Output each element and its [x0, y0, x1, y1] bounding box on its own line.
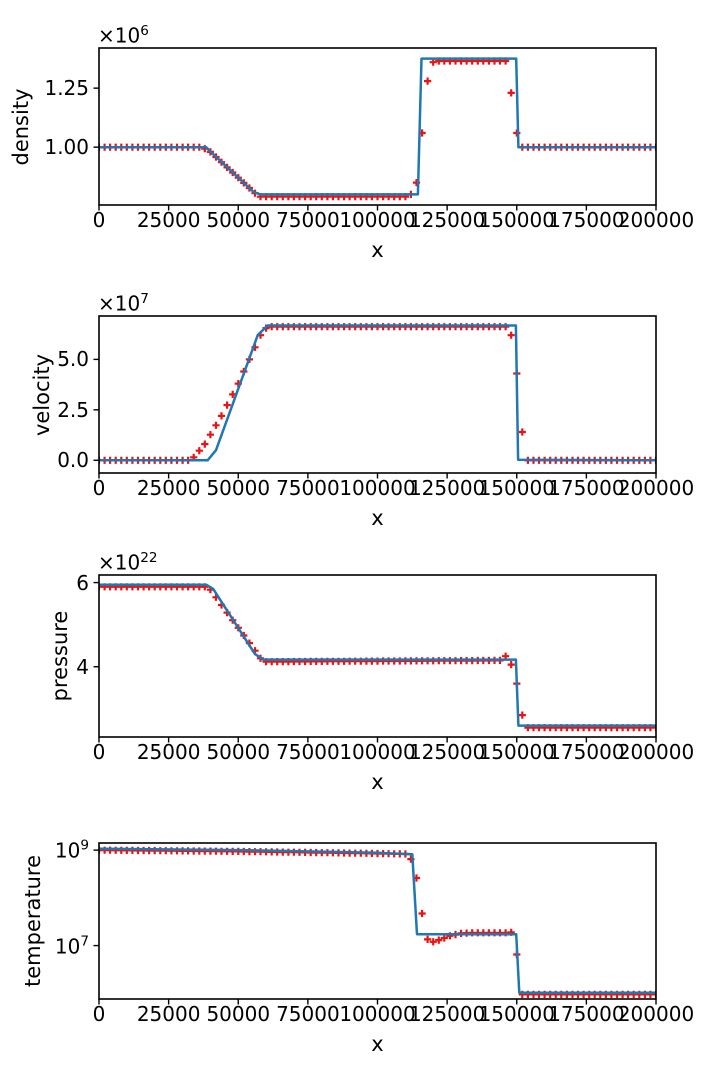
pressure-x-tick-label: 125000	[408, 740, 486, 764]
velocity-y-tick-label: 5.0	[57, 347, 89, 372]
velocity-y-tick-label: 0.0	[57, 448, 89, 473]
velocity-numerical-markers	[99, 323, 656, 464]
velocity-xlabel: x	[371, 506, 384, 530]
temperature-x-tick-label: 125000	[408, 1002, 486, 1026]
temperature-x-tick-label: 175000	[548, 1002, 625, 1026]
density-xlabel: x	[371, 238, 384, 262]
density-x-tick-label: 75000	[276, 208, 340, 232]
temperature-x-tick-label: 25000	[136, 1002, 201, 1026]
density-scale-offset: ×106	[98, 23, 149, 48]
velocity-axes-frame	[98, 315, 657, 474]
velocity-x-tick-label: 25000	[136, 476, 201, 500]
temperature-axes-frame	[98, 842, 657, 1000]
temperature-ylabel: temperature	[21, 855, 45, 987]
density-y-tick-label: 1.00	[44, 135, 89, 160]
temperature-exact-line	[99, 847, 656, 994]
pressure-x-tick-label: 75000	[276, 740, 340, 764]
density-axes-frame	[98, 47, 657, 206]
pressure-xlabel: x	[371, 770, 384, 794]
temperature-y-tick-label: 109	[54, 837, 89, 863]
temperature-x-tick-label: 75000	[276, 1002, 340, 1026]
pressure-exact-line	[99, 583, 656, 727]
pressure-x-tick-label: 100000	[339, 740, 416, 764]
velocity-x-tick-label: 125000	[408, 476, 486, 500]
pressure-x-tick-label: 150000	[478, 740, 555, 764]
velocity-scale-offset: ×107	[98, 291, 149, 316]
density-x-tick-label: 150000	[478, 208, 555, 232]
velocity-x-tick-label: 175000	[548, 476, 625, 500]
density-x-tick-label: 125000	[408, 208, 486, 232]
pressure-x-tick-label: 50000	[206, 740, 271, 764]
density-x-tick-label: 25000	[136, 208, 201, 232]
velocity-x-tick-label: 100000	[339, 476, 416, 500]
pressure-x-tick-label: 200000	[617, 740, 695, 764]
density-x-tick-label: 200000	[617, 208, 695, 232]
pressure-y-tick-label: 6	[76, 570, 89, 595]
density-y-tick-label: 1.25	[44, 76, 89, 101]
density-exact-line	[99, 57, 656, 196]
pressure-x-tick-label: 25000	[136, 740, 201, 764]
temperature-xlabel: x	[371, 1032, 384, 1056]
pressure-x-tick-label: 0	[92, 740, 106, 764]
pressure-numerical-markers	[99, 583, 656, 732]
temperature-x-tick-label: 200000	[617, 1002, 695, 1026]
velocity-exact-line	[99, 324, 656, 462]
density-x-tick-label: 100000	[339, 208, 416, 232]
density-ylabel: density	[9, 88, 33, 165]
temperature-x-tick-label: 100000	[339, 1002, 416, 1026]
pressure-y-tick-label: 4	[76, 654, 89, 679]
density-numerical-markers	[99, 57, 656, 201]
velocity-x-tick-label: 150000	[478, 476, 555, 500]
pressure-ylabel: pressure	[48, 610, 72, 702]
density-x-tick-label: 50000	[206, 208, 271, 232]
velocity-ylabel: velocity	[30, 353, 54, 436]
velocity-y-tick-label: 2.5	[57, 397, 89, 422]
temperature-x-tick-label: 150000	[478, 1002, 555, 1026]
temperature-x-tick-label: 0	[92, 1002, 106, 1026]
velocity-x-tick-label: 200000	[617, 476, 695, 500]
velocity-x-tick-label: 50000	[206, 476, 271, 500]
temperature-numerical-markers	[99, 846, 656, 998]
density-x-tick-label: 0	[92, 208, 106, 232]
density-x-tick-label: 175000	[548, 208, 625, 232]
pressure-x-tick-label: 175000	[548, 740, 625, 764]
velocity-x-tick-label: 0	[92, 476, 106, 500]
pressure-scale-offset: ×1022	[98, 550, 158, 575]
temperature-y-tick-label: 107	[54, 933, 89, 958]
temperature-x-tick-label: 50000	[206, 1002, 271, 1026]
velocity-x-tick-label: 75000	[276, 476, 340, 500]
pressure-axes-frame	[98, 574, 657, 738]
